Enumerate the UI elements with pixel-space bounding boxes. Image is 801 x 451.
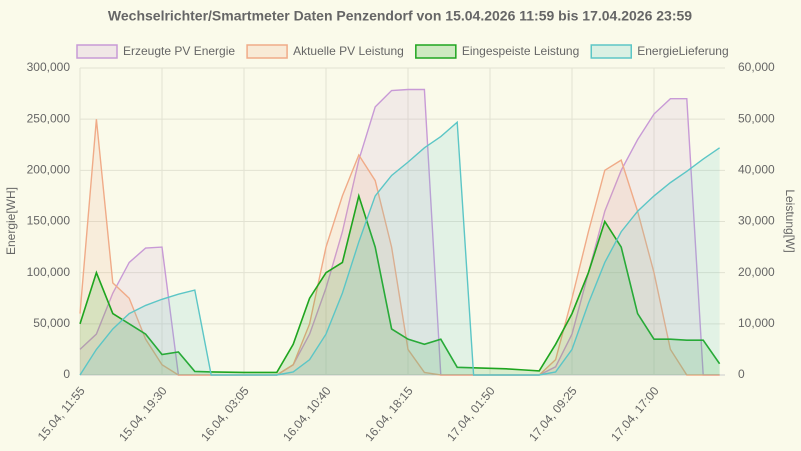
- legend-label: Erzeugte PV Energie: [123, 44, 235, 58]
- legend-swatch: [76, 44, 118, 59]
- y2-tick-label: 10,000: [738, 316, 775, 330]
- legend-label: Eingespeiste Leistung: [462, 44, 579, 58]
- y-tick-label: 0: [63, 367, 70, 381]
- y-tick-label: 100,000: [27, 265, 71, 279]
- legend-swatch: [415, 44, 457, 59]
- y-tick-label: 200,000: [27, 163, 71, 177]
- legend-label: Aktuelle PV Leistung: [293, 44, 404, 58]
- y2-tick-label: 0: [738, 367, 745, 381]
- y2-axis-title: Leistung[W]: [783, 189, 797, 252]
- series-line: [79, 119, 720, 376]
- chart-title: Wechselrichter/Smartmeter Daten Penzendo…: [108, 8, 692, 24]
- series-area: [80, 122, 720, 375]
- legend-swatch: [590, 44, 632, 59]
- y2-tick-label: 30,000: [738, 214, 775, 228]
- series-area: [80, 89, 720, 376]
- legend-swatch: [246, 44, 288, 59]
- y2-tick-label: 60,000: [738, 60, 775, 74]
- series-area: [80, 119, 720, 376]
- y2-tick-label: 50,000: [738, 111, 775, 125]
- y2-tick-label: 20,000: [738, 265, 775, 279]
- y-tick-label: 150,000: [27, 214, 71, 228]
- y-tick-label: 50,000: [33, 316, 70, 330]
- y2-tick-label: 40,000: [738, 163, 775, 177]
- y-axis-title: Energie[WH]: [4, 187, 18, 255]
- y-tick-label: 300,000: [27, 60, 71, 74]
- series-area: [80, 195, 720, 375]
- legend-label: EnergieLieferung: [637, 44, 728, 58]
- series-line: [79, 192, 721, 374]
- y-tick-label: 250,000: [27, 111, 71, 125]
- series-line: [79, 120, 720, 376]
